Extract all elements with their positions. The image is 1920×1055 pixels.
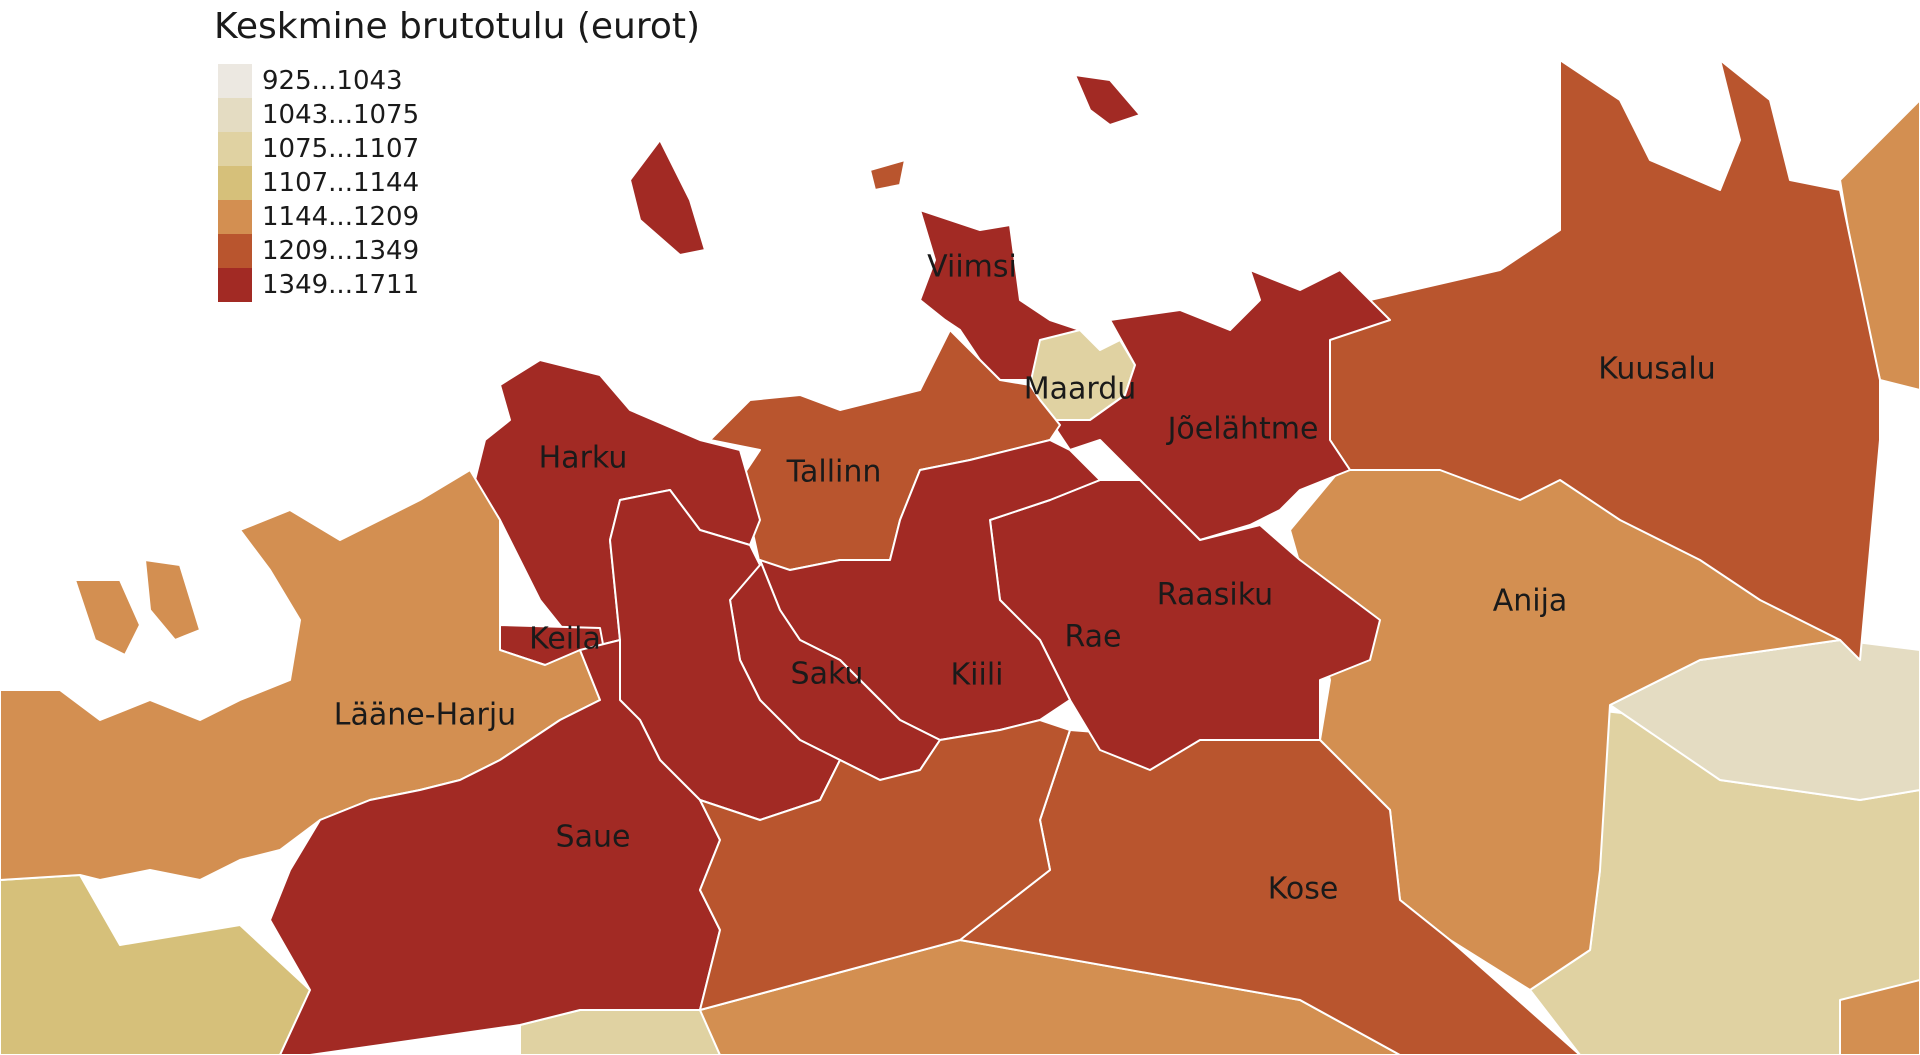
legend-label: 925...1043 [262, 66, 403, 96]
municipality-saue [269, 639, 721, 1055]
legend-swatch [218, 166, 252, 200]
label-laane-harju: Lääne-Harju [334, 698, 516, 733]
area-east-2 [1839, 979, 1920, 1055]
label-anija: Anija [1493, 584, 1568, 619]
legend-item: 1075...1107 [218, 132, 419, 166]
legend-label: 1107...1144 [262, 168, 420, 198]
legend-item: 1209...1349 [218, 234, 419, 268]
legend-swatch [218, 268, 252, 302]
island-small-tallinn [869, 159, 906, 191]
legend-label: 1349...1711 [262, 270, 420, 300]
label-raasiku: Raasiku [1157, 578, 1273, 613]
label-rae: Rae [1064, 620, 1121, 655]
label-tallinn: Tallinn [786, 455, 882, 490]
label-viimsi: Viimsi [927, 250, 1017, 285]
legend-item: 1349...1711 [218, 268, 419, 302]
island-north [1074, 74, 1141, 126]
label-saue: Saue [556, 820, 631, 855]
legend-swatch [218, 234, 252, 268]
legend-swatch [218, 132, 252, 166]
island-aegna-west [629, 139, 706, 256]
municipality-south-center [699, 719, 1071, 1011]
island-west [74, 579, 141, 656]
label-keila: Keila [529, 622, 601, 657]
legend-title: Keskmine brutotulu (eurot) [214, 6, 701, 47]
area-southwest [0, 874, 311, 1055]
label-joelahtme: Jõelähtme [1166, 412, 1319, 447]
municipality-viimsi [919, 209, 1081, 381]
legend-item: 1107...1144 [218, 166, 419, 200]
label-maardu: Maardu [1024, 372, 1137, 407]
legend-label: 1144...1209 [262, 202, 420, 232]
legend-label: 1043...1075 [262, 100, 420, 130]
municipality-anija [1289, 469, 1841, 991]
legend-swatch [218, 98, 252, 132]
legend-swatch [218, 64, 252, 98]
legend: 925...1043 1043...1075 1075...1107 1107.… [218, 64, 419, 302]
municipality-laane-harju [0, 469, 601, 881]
legend-item: 1144...1209 [218, 200, 419, 234]
legend-label: 1209...1349 [262, 236, 420, 266]
label-saku: Saku [791, 657, 864, 692]
legend-item: 925...1043 [218, 64, 419, 98]
island-west-2 [144, 559, 201, 641]
municipality-joelahtme [1049, 269, 1391, 541]
label-kose: Kose [1268, 872, 1339, 907]
legend-label: 1075...1107 [262, 134, 420, 164]
legend-swatch [218, 200, 252, 234]
label-kuusalu: Kuusalu [1598, 352, 1716, 387]
legend-item: 1043...1075 [218, 98, 419, 132]
label-kiili: Kiili [950, 658, 1003, 693]
label-harku: Harku [539, 441, 628, 476]
